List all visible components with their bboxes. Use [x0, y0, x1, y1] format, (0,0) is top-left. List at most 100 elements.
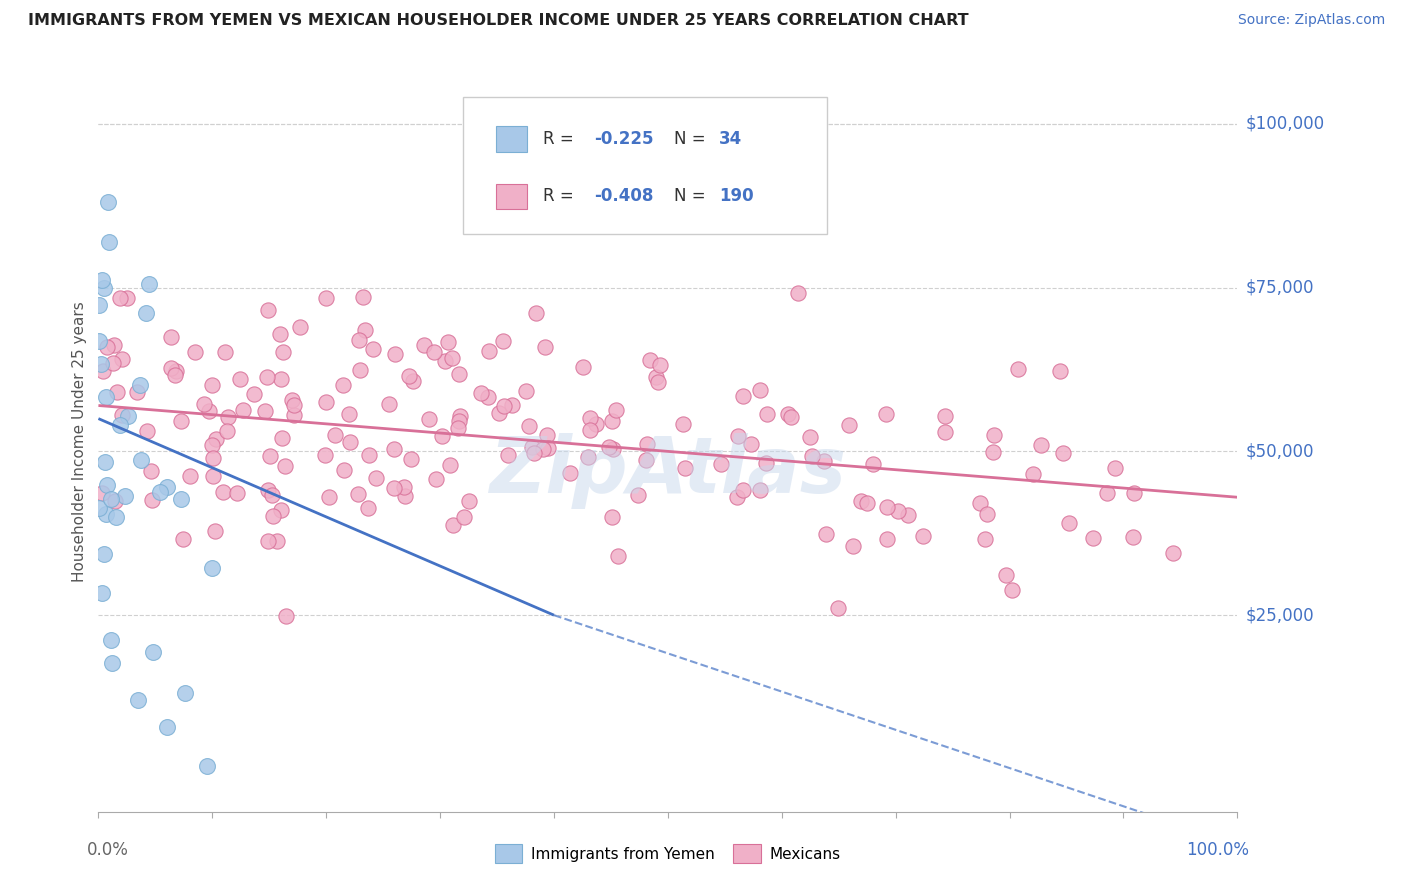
Text: $25,000: $25,000 [1246, 607, 1315, 624]
Point [647, 375, 669, 389]
Point [315, 395, 337, 409]
Point [638, 353, 661, 368]
Point [598, 440, 620, 454]
Point [339, 434, 361, 449]
Point [536, 428, 558, 442]
FancyBboxPatch shape [496, 127, 527, 152]
Point [274, 609, 297, 624]
Point [672, 417, 695, 431]
Point [578, 411, 600, 425]
Point [193, 397, 215, 411]
Point [453, 509, 475, 524]
Point [165, 364, 187, 378]
Point [813, 454, 835, 468]
Point [976, 507, 998, 521]
Point [101, 356, 124, 370]
Point [273, 344, 295, 359]
Point [108, 418, 131, 433]
Point [94, 508, 117, 522]
Point [179, 469, 201, 483]
Text: Source: ZipAtlas.com: Source: ZipAtlas.com [1237, 13, 1385, 28]
Point [96, 478, 118, 492]
Point [470, 386, 492, 401]
Point [838, 417, 860, 432]
Point [756, 407, 779, 421]
Text: $100,000: $100,000 [1246, 115, 1324, 133]
Point [1029, 438, 1052, 452]
Text: $75,000: $75,000 [1246, 278, 1315, 296]
Point [1161, 546, 1184, 560]
Point [274, 459, 297, 474]
Point [129, 378, 152, 392]
Point [91, 273, 114, 287]
Point [1097, 486, 1119, 500]
Point [1001, 582, 1024, 597]
Point [398, 369, 420, 384]
Point [364, 470, 387, 484]
Point [148, 485, 170, 500]
Point [131, 452, 153, 467]
Point [217, 409, 239, 424]
Point [382, 481, 405, 495]
Point [851, 494, 873, 508]
Point [1049, 364, 1071, 378]
Point [257, 302, 280, 317]
Point [983, 428, 1005, 442]
Point [117, 291, 139, 305]
Point [204, 524, 226, 538]
Point [605, 402, 627, 417]
Point [138, 277, 160, 292]
Point [243, 386, 266, 401]
Point [749, 383, 772, 397]
Point [842, 539, 865, 553]
Point [600, 414, 623, 428]
Point [97, 235, 120, 249]
Point [200, 377, 222, 392]
Point [170, 414, 193, 428]
Point [875, 408, 897, 422]
Point [887, 504, 910, 518]
Point [141, 493, 163, 508]
FancyBboxPatch shape [463, 97, 827, 235]
Point [488, 406, 510, 420]
Point [934, 425, 956, 440]
Point [94, 390, 117, 404]
Point [198, 404, 221, 418]
Text: IMMIGRANTS FROM YEMEN VS MEXICAN HOUSEHOLDER INCOME UNDER 25 YEARS CORRELATION C: IMMIGRANTS FROM YEMEN VS MEXICAN HOUSEHO… [28, 13, 969, 29]
Point [934, 409, 956, 424]
Point [229, 372, 252, 386]
Point [645, 370, 668, 384]
Point [270, 503, 292, 517]
Point [214, 345, 236, 359]
Point [579, 423, 602, 437]
Point [257, 483, 280, 498]
Point [174, 686, 197, 700]
Text: ZipAtlas: ZipAtlas [489, 434, 846, 509]
Point [799, 429, 821, 443]
Point [517, 419, 540, 434]
Point [524, 306, 547, 320]
Point [94, 454, 117, 468]
Point [876, 532, 898, 546]
Point [392, 480, 415, 494]
Text: -0.408: -0.408 [593, 187, 654, 205]
Point [232, 402, 254, 417]
Point [127, 693, 149, 707]
Point [100, 633, 122, 648]
Point [226, 486, 249, 500]
Point [195, 759, 218, 773]
Point [270, 372, 292, 386]
Point [449, 413, 471, 427]
Point [347, 333, 370, 347]
Point [266, 534, 288, 549]
Point [418, 411, 440, 425]
Point [457, 493, 479, 508]
Point [441, 517, 464, 532]
Point [108, 292, 131, 306]
Point [156, 720, 179, 734]
Point [142, 645, 165, 659]
Point [105, 384, 128, 399]
Text: $50,000: $50,000 [1246, 442, 1315, 460]
Point [436, 335, 458, 350]
Point [281, 393, 304, 408]
